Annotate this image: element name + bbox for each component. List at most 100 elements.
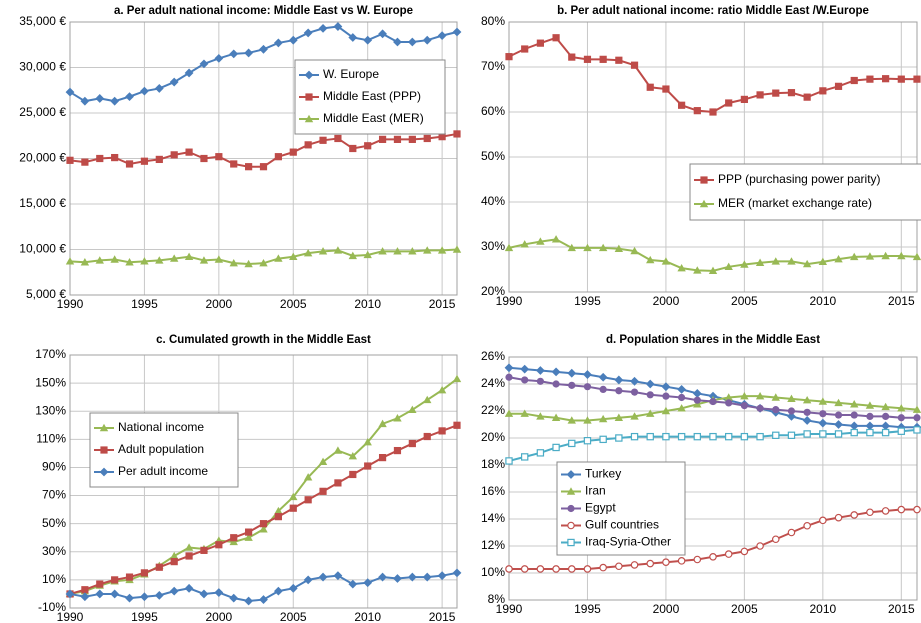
marker: [318, 572, 328, 582]
marker: [111, 576, 119, 584]
marker: [169, 551, 179, 560]
y-tick-label: 20%: [481, 284, 505, 298]
legend: PPP (purchasing power parity) MER (market…: [689, 163, 921, 221]
marker: [866, 75, 874, 83]
marker: [408, 135, 416, 143]
marker: [437, 246, 447, 254]
marker: [535, 366, 545, 375]
marker: [614, 244, 624, 252]
marker: [583, 565, 592, 573]
marker: [536, 565, 545, 573]
marker: [95, 94, 105, 103]
marker: [819, 430, 827, 438]
plot-frame: [508, 21, 918, 293]
marker: [661, 382, 671, 392]
marker: [913, 414, 921, 422]
marker: [422, 35, 432, 45]
marker: [184, 543, 194, 551]
marker: [724, 550, 733, 558]
marker: [819, 516, 827, 525]
marker: [740, 547, 749, 556]
marker: [850, 400, 859, 408]
marker: [881, 428, 890, 437]
x-tick-label: 2005: [280, 610, 307, 623]
x-tick-label: 2005: [280, 297, 307, 311]
marker: [818, 418, 828, 428]
marker: [568, 53, 576, 61]
marker: [693, 266, 702, 274]
x-tick-label: 2000: [653, 602, 680, 616]
marker: [881, 251, 890, 260]
marker: [334, 134, 342, 143]
marker: [259, 163, 268, 171]
marker: [423, 395, 432, 404]
marker: [803, 93, 811, 101]
marker: [662, 392, 670, 400]
marker: [583, 55, 592, 63]
marker: [110, 96, 120, 106]
marker: [646, 83, 654, 91]
marker: [740, 432, 749, 441]
marker: [230, 160, 238, 168]
marker: [552, 380, 560, 388]
marker: [259, 258, 268, 267]
marker: [200, 546, 208, 554]
marker: [289, 492, 298, 501]
marker: [662, 85, 670, 93]
x-tick-label: 2005: [731, 602, 758, 616]
marker: [850, 411, 858, 419]
y-tick-label: 15,000 €: [19, 196, 66, 210]
legend-label: W. Europe: [323, 67, 379, 81]
marker: [184, 68, 194, 78]
marker: [913, 505, 921, 514]
marker: [288, 35, 298, 45]
marker: [274, 513, 282, 521]
marker: [520, 565, 529, 573]
series-line: [508, 238, 918, 272]
marker: [80, 592, 90, 602]
marker: [393, 135, 402, 143]
legend: Turkey Iran Egypt Gulf countries Iraq-Syria-…: [556, 461, 686, 556]
marker: [598, 372, 608, 382]
marker: [615, 387, 623, 395]
y-tick-label: 40%: [481, 194, 505, 208]
marker: [646, 432, 654, 441]
legend-marker: [700, 176, 708, 184]
marker: [80, 96, 90, 106]
marker: [244, 48, 254, 58]
marker: [452, 245, 462, 253]
marker: [630, 388, 639, 396]
marker: [259, 44, 268, 54]
y-tick-label: 80%: [481, 14, 505, 28]
marker: [850, 511, 859, 519]
marker: [184, 252, 194, 260]
legend-marker: [304, 114, 314, 123]
marker: [289, 252, 298, 260]
marker: [378, 419, 387, 428]
marker: [170, 151, 178, 159]
marker: [393, 414, 402, 422]
marker: [364, 462, 372, 470]
marker: [678, 101, 686, 109]
marker: [646, 255, 655, 264]
marker: [756, 404, 764, 412]
marker: [504, 363, 514, 373]
marker: [709, 552, 717, 561]
y-tick-label: 10%: [481, 565, 505, 579]
x-tick-label: 2000: [653, 294, 680, 308]
marker: [154, 84, 164, 93]
marker: [155, 563, 163, 571]
marker: [348, 251, 358, 260]
marker: [229, 537, 238, 546]
marker: [289, 148, 297, 156]
y-tick-label: 50%: [42, 516, 66, 530]
marker: [819, 87, 827, 95]
y-tick-label: 30%: [481, 239, 505, 253]
marker: [552, 565, 560, 573]
marker: [303, 575, 313, 585]
y-tick-label: 30%: [42, 544, 66, 558]
marker: [319, 136, 327, 144]
marker: [756, 432, 764, 441]
marker: [349, 470, 357, 479]
